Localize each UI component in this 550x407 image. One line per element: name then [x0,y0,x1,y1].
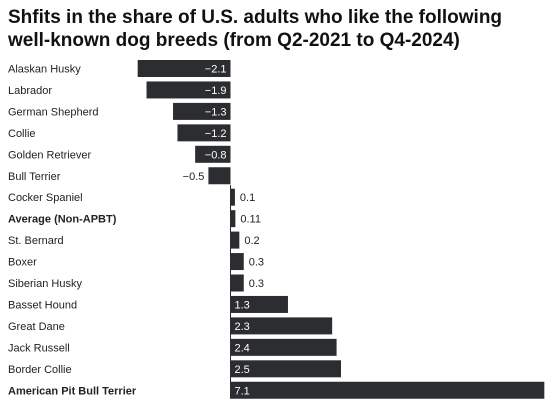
bar-border-collie [230,360,341,378]
value-label-german-shepherd: −1.3 [205,106,227,118]
value-label-collie: −1.2 [205,128,227,140]
bar-jack-russell [230,338,337,356]
bar-german-shepherd [173,102,231,120]
category-label-bull-terrier: Bull Terrier [8,171,61,183]
bar-collie [177,124,231,142]
value-label-st-bernard: 0.2 [244,235,259,247]
value-label-average-non-apbt: 0.11 [240,214,261,226]
bar-bull-terrier [208,167,231,185]
value-label-boxer: 0.3 [249,257,264,269]
value-label-american-pit-bull-terrier: 7.1 [235,385,250,397]
category-label-german-shepherd: German Shepherd [8,106,99,118]
value-label-great-dane: 2.3 [235,321,250,333]
category-label-boxer: Boxer [8,257,37,269]
category-label-alaskan-husky: Alaskan Husky [8,64,81,76]
value-label-basset-hound: 1.3 [235,299,250,311]
category-label-american-pit-bull-terrier: American Pit Bull Terrier [8,385,137,397]
category-label-border-collie: Border Collie [8,364,72,376]
value-label-jack-russell: 2.4 [235,342,250,354]
category-label-great-dane: Great Dane [8,321,65,333]
category-label-average-non-apbt: Average (Non-APBT) [8,214,117,226]
bar-golden-retriever [195,145,231,163]
value-label-alaskan-husky: −2.1 [205,64,227,76]
category-label-siberian-husky: Siberian Husky [8,278,82,290]
value-label-golden-retriever: −0.8 [205,149,227,161]
bar-american-pit-bull-terrier [230,381,545,399]
bar-average-non-apbt [230,210,236,228]
value-label-border-collie: 2.5 [235,364,250,376]
category-label-labrador: Labrador [8,85,52,97]
category-label-cocker-spaniel: Cocker Spaniel [8,192,83,204]
value-label-siberian-husky: 0.3 [249,278,264,290]
value-label-bull-terrier: −0.5 [183,171,205,183]
bar-basset-hound [230,295,288,313]
category-label-basset-hound: Basset Hound [8,299,77,311]
category-label-jack-russell: Jack Russell [8,342,70,354]
chart-title: Shfits in the share of U.S. adults who l… [8,7,503,51]
bar-siberian-husky [230,274,244,292]
value-label-cocker-spaniel: 0.1 [240,192,255,204]
bar-cocker-spaniel [230,188,235,206]
value-label-labrador: −1.9 [205,85,227,97]
bar-boxer [230,253,244,271]
bar-labrador [146,81,231,99]
bar-alaskan-husky [137,60,231,77]
category-label-golden-retriever: Golden Retriever [8,149,91,161]
category-label-st-bernard: St. Bernard [8,235,64,247]
bar-great-dane [230,317,333,335]
bar-st-bernard [230,231,240,249]
category-label-collie: Collie [8,128,36,140]
